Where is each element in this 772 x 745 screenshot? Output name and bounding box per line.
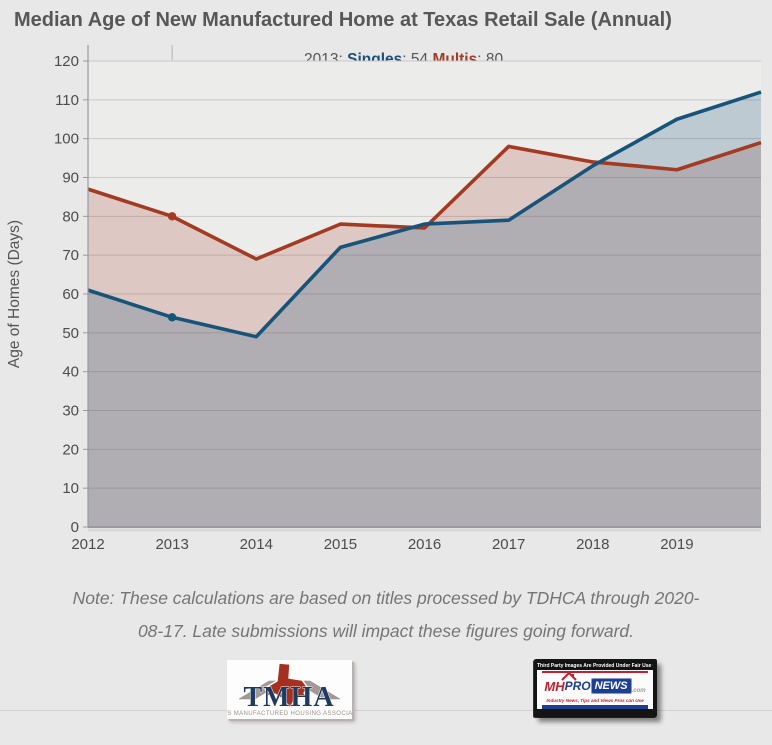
y-tick-label: 120 <box>54 53 79 70</box>
y-axis-title: Age of Homes (Days) <box>6 220 23 368</box>
chart-canvas[interactable]: 0 10 20 30 40 50 60 70 80 90 100 110 120 2012 2013 2014… <box>0 0 772 562</box>
y-tick-label: 30 <box>62 403 79 420</box>
tooltip-separator: : <box>477 51 486 68</box>
footnote-line1: Note: These calculations are based on ti… <box>72 588 700 608</box>
y-tick-label: 0 <box>71 519 79 536</box>
y-tick-label: 80 <box>62 208 79 225</box>
mhpronews-panel: Third Party Images Are Provided Under Fa… <box>537 662 653 709</box>
series-line-singles[interactable] <box>87 90 762 339</box>
blue-bar <box>542 705 648 709</box>
x-tick-label: 2018 <box>576 536 609 553</box>
x-tick-label: 2013 <box>155 536 188 553</box>
y-tick-label: 20 <box>62 441 79 458</box>
tooltip-separator: : <box>402 51 411 68</box>
x-tick-label: 2017 <box>492 536 525 553</box>
fair-use-disclaimer: Third Party Images Are Provided Under Fa… <box>537 662 653 670</box>
house-icon <box>561 672 577 681</box>
texas-icon <box>264 662 309 709</box>
tmha-logo[interactable]: TMHA TEXAS MANUFACTURED HOUSING ASSOCIAT… <box>210 660 368 719</box>
tooltip-separator: : <box>338 51 348 68</box>
y-tick-label: 70 <box>62 247 79 264</box>
tmha-caption: TEXAS MANUFACTURED HOUSING ASSOCIATION <box>227 711 352 717</box>
brand-news: NEWS <box>590 678 632 694</box>
footnote-line2: 08-17. Late submissions will impact thes… <box>137 621 635 641</box>
x-tick-label: 2019 <box>660 536 693 553</box>
hover-marker-multis[interactable] <box>167 212 177 221</box>
hover-marker-singles[interactable] <box>167 313 177 322</box>
y-tick-label: 100 <box>54 131 79 148</box>
mhpronews-wordmark: MH PRO NEWS .com <box>537 672 653 696</box>
tmha-acronym: TMHA <box>243 682 334 713</box>
mhpronews-logo[interactable]: Third Party Images Are Provided Under Fa… <box>534 659 657 717</box>
y-tick-label: 60 <box>62 286 79 303</box>
chart-footnote: Note: These calculations are based on ti… <box>36 582 736 648</box>
y-tick-label: 50 <box>62 325 79 342</box>
x-tick-label: 2014 <box>240 536 273 553</box>
x-tick-label: 2016 <box>408 536 441 553</box>
series-line-multis[interactable] <box>87 140 762 261</box>
x-axis-shadow <box>88 528 761 532</box>
mhpronews-tagline: Industry News, Tips and Views Pros can U… <box>546 698 644 703</box>
y-tick-label: 110 <box>55 92 79 109</box>
footer-divider <box>0 710 772 711</box>
page-title: Median Age of New Manufactured Home at T… <box>14 9 672 31</box>
y-tick-label: 40 <box>62 364 79 381</box>
brand-pro: PRO <box>564 679 591 693</box>
series-area-singles <box>88 92 761 528</box>
x-tick-label: 2012 <box>71 536 104 553</box>
brand-dotcom: .com <box>631 688 646 694</box>
x-tick-label: 2015 <box>324 536 357 553</box>
brand-mh: MH <box>544 678 565 694</box>
series-area-multis <box>88 142 761 528</box>
y-tick-label: 10 <box>62 480 79 497</box>
y-tick-label: 90 <box>62 170 79 187</box>
red-rule <box>542 671 648 673</box>
